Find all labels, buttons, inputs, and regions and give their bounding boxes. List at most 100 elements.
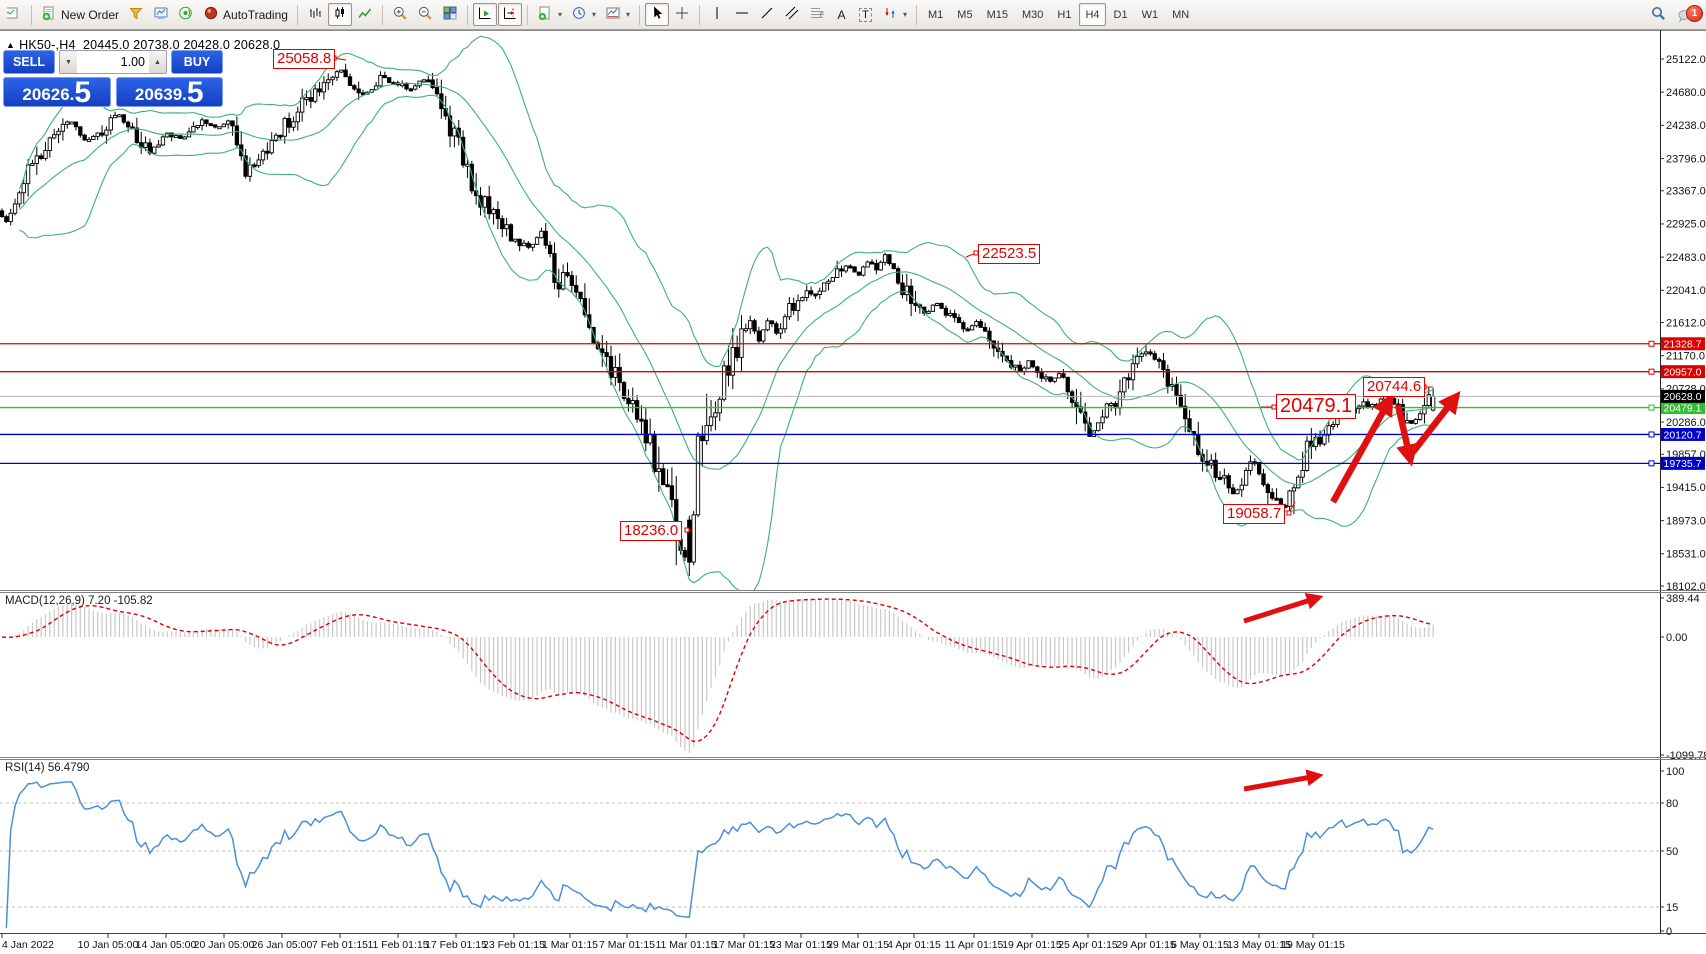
time-axis-label[interactable]: 14 Jan 05:00 — [136, 939, 197, 951]
price-annotation[interactable]: 19058.7 — [1223, 504, 1286, 524]
time-axis-label[interactable]: 20 Jan 05:00 — [194, 939, 255, 951]
channel-tool-button[interactable] — [780, 3, 804, 26]
time-axis-label[interactable]: 23 Mar 01:15 — [770, 939, 832, 951]
zoom-out-button[interactable] — [413, 3, 437, 26]
level-anchor[interactable] — [1648, 431, 1655, 438]
trend-arrow[interactable] — [1394, 404, 1418, 467]
timeframe-h1-button[interactable]: H1 — [1057, 8, 1072, 21]
timeframe-m30-button[interactable]: M30 — [1021, 8, 1044, 21]
zoom-in-button[interactable] — [388, 3, 412, 26]
volume-increase-button[interactable]: ▲ — [149, 51, 166, 73]
dropdown-caret-icon: ▾ — [557, 10, 562, 19]
new-order-button[interactable]: New Order — [37, 3, 123, 26]
volume-decrease-button[interactable]: ▼ — [60, 51, 77, 73]
tile-windows-button[interactable] — [438, 3, 462, 26]
candle-body — [708, 416, 714, 426]
time-axis-label[interactable]: 6 May 01:15 — [1171, 939, 1229, 951]
cursor-tool-button[interactable] — [645, 3, 669, 26]
time-axis-label[interactable]: 17 Feb 01:15 — [425, 939, 487, 951]
time-axis-label[interactable]: 19 Apr 01:15 — [1002, 939, 1062, 951]
sell-price-display[interactable]: 20626. 5 — [3, 77, 111, 107]
arrows-tool-button[interactable]: ▾ — [878, 3, 911, 26]
time-axis-label[interactable]: 29 Apr 01:15 — [1116, 939, 1176, 951]
candle-body — [1330, 424, 1336, 427]
time-axis-label[interactable]: 7 Mar 01:15 — [599, 939, 655, 951]
price-annotation[interactable]: 18236.0 — [620, 521, 683, 541]
price-axis-label: 22483.0 — [1666, 252, 1706, 264]
candle-body — [582, 298, 588, 316]
print-preview-button[interactable] — [149, 3, 173, 26]
time-axis-label[interactable]: 11 Apr 01:15 — [945, 939, 1004, 951]
level-anchor[interactable] — [1648, 460, 1655, 467]
timeframe-w1-button[interactable]: W1 — [1141, 8, 1159, 21]
timeframe-mn-button[interactable]: MN — [1172, 8, 1190, 21]
new-chart-button[interactable]: ▾ — [533, 3, 566, 26]
candlestick-mode-button[interactable] — [327, 3, 352, 26]
level-anchor[interactable] — [1648, 340, 1655, 347]
styler-button[interactable] — [124, 3, 148, 26]
chart-shift-button[interactable] — [497, 3, 522, 26]
crosshair-tool-button[interactable] — [670, 3, 694, 26]
time-axis-label[interactable]: 4 Jan 2022 — [2, 939, 54, 951]
time-axis-label[interactable]: 4 Apr 01:15 — [887, 939, 941, 951]
timeframe-h4-button[interactable]: H4 — [1079, 3, 1106, 26]
candle-body — [104, 129, 109, 136]
time-axis-label[interactable]: 23 Feb 01:15 — [483, 939, 545, 951]
time-axis-label[interactable]: 7 Feb 01:15 — [312, 939, 368, 951]
candle-body — [639, 418, 644, 422]
price-annotation[interactable]: 20744.6 — [1363, 377, 1426, 397]
trendline-tool-button[interactable] — [755, 3, 779, 26]
price-annotation[interactable]: 20479.1 — [1276, 394, 1357, 419]
time-axis-label[interactable]: 25 Apr 01:15 — [1058, 939, 1118, 951]
macd-trend-arrow[interactable] — [1243, 592, 1324, 624]
time-axis-label[interactable]: 10 Jan 05:00 — [78, 939, 139, 951]
text-tool-button[interactable]: A — [830, 3, 853, 26]
candle-body — [1248, 461, 1253, 471]
volume-input[interactable] — [77, 51, 149, 73]
bar-chart-icon — [307, 5, 323, 24]
price-annotation[interactable]: 25058.8 — [273, 49, 336, 69]
vertical-line-tool-button[interactable] — [705, 3, 729, 26]
line-chart-mode-button[interactable] — [353, 3, 377, 26]
notifications-button[interactable]: 1 — [1677, 4, 1703, 26]
buy-button[interactable]: BUY — [171, 50, 223, 74]
chart-window-button[interactable] — [3, 3, 26, 26]
candle-body — [630, 400, 635, 405]
buy-price-display[interactable]: 20639. 5 — [115, 77, 223, 107]
one-click-toggle-icon[interactable]: ▲ — [6, 40, 16, 50]
webphone-button[interactable] — [174, 3, 198, 26]
time-axis-label[interactable]: 13 May 01:15 — [1227, 939, 1291, 951]
candle-body — [869, 261, 875, 265]
text-label-tool-button[interactable]: T — [854, 3, 877, 26]
level-anchor[interactable] — [1648, 404, 1655, 411]
fibonacci-tool-button[interactable]: F — [805, 3, 829, 26]
toolbar-separator — [916, 4, 918, 25]
search-button[interactable] — [1646, 3, 1671, 26]
sell-button[interactable]: SELL — [3, 50, 55, 74]
templates-button[interactable]: ▾ — [601, 3, 634, 26]
time-axis-label[interactable]: 1 Mar 01:15 — [542, 939, 598, 951]
bar-chart-mode-button[interactable] — [303, 3, 327, 26]
timeframe-m5-button[interactable]: M5 — [957, 8, 973, 21]
time-axis-label[interactable]: 26 Jan 05:00 — [252, 939, 313, 951]
time-axis-label[interactable]: 17 Mar 01:15 — [713, 939, 775, 951]
auto-scroll-button[interactable] — [472, 3, 497, 26]
time-axis-label[interactable]: 11 Mar 01:15 — [655, 939, 716, 951]
candle-body — [1096, 422, 1101, 432]
trend-arrow[interactable] — [1410, 391, 1461, 454]
timeframe-m1-button[interactable]: M1 — [928, 8, 944, 21]
price-annotation[interactable]: 22523.5 — [978, 244, 1041, 264]
candle-body — [1087, 422, 1092, 437]
timeframe-m15-button[interactable]: M15 — [986, 8, 1008, 21]
autotrading-button[interactable]: AutoTrading — [199, 3, 292, 26]
rsi-trend-arrow[interactable] — [1243, 769, 1324, 792]
horizontal-line-tool-button[interactable] — [730, 3, 754, 26]
macd-axis-label: 0.00 — [1666, 632, 1687, 644]
time-axis-label[interactable]: 19 May 01:15 — [1281, 939, 1345, 951]
time-axis-label[interactable]: 29 Mar 01:15 — [827, 939, 889, 951]
periods-button[interactable]: ▾ — [567, 3, 600, 26]
trend-arrow[interactable] — [1330, 393, 1394, 504]
timeframe-d1-button[interactable]: D1 — [1113, 8, 1128, 21]
level-anchor[interactable] — [1648, 368, 1655, 375]
time-axis-label[interactable]: 11 Feb 01:15 — [367, 939, 428, 951]
